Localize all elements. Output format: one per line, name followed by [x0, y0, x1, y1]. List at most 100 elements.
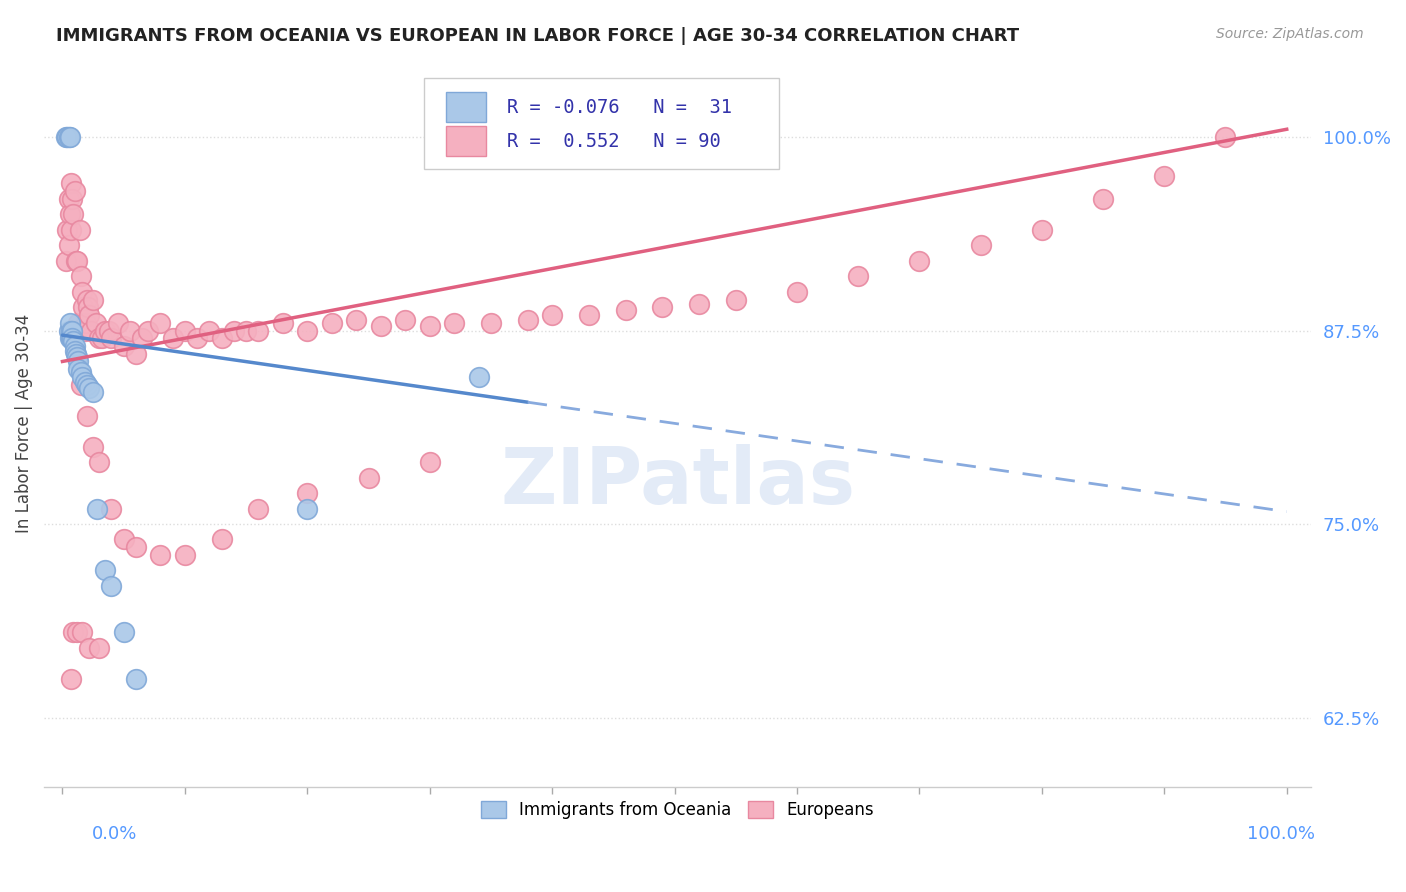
Point	[55, 253, 77, 268]
Point	[969, 238, 991, 252]
Bar	[446, 126, 486, 156]
Point	[1215, 130, 1237, 145]
Point	[63, 324, 86, 338]
Text: ZIPatlas: ZIPatlas	[501, 443, 855, 519]
Point	[118, 324, 141, 338]
Point	[86, 501, 108, 516]
Point	[357, 470, 380, 484]
Text: R =  0.552   N = 90: R = 0.552 N = 90	[506, 132, 720, 152]
Point	[724, 293, 747, 307]
Point	[75, 316, 97, 330]
Point	[541, 308, 564, 322]
Text: IMMIGRANTS FROM OCEANIA VS EUROPEAN IN LABOR FORCE | AGE 30-34 CORRELATION CHART: IMMIGRANTS FROM OCEANIA VS EUROPEAN IN L…	[56, 27, 1019, 45]
Point	[62, 625, 84, 640]
Point	[60, 672, 83, 686]
Point	[297, 486, 319, 500]
Point	[73, 324, 96, 338]
Point	[79, 381, 101, 395]
Point	[211, 331, 233, 345]
Point	[162, 331, 184, 345]
Text: 100.0%: 100.0%	[1247, 825, 1315, 843]
Point	[1153, 169, 1175, 183]
Point	[1031, 223, 1053, 237]
Point	[60, 324, 83, 338]
Point	[443, 316, 465, 330]
Point	[70, 370, 93, 384]
Point	[60, 223, 83, 237]
Text: Source: ZipAtlas.com: Source: ZipAtlas.com	[1216, 27, 1364, 41]
Point	[479, 316, 502, 330]
Point	[76, 409, 98, 423]
Point	[908, 253, 931, 268]
Point	[69, 269, 91, 284]
Point	[58, 324, 80, 338]
Point	[222, 324, 245, 338]
Point	[419, 318, 441, 333]
Point	[125, 672, 148, 686]
Point	[467, 370, 489, 384]
Point	[79, 308, 101, 322]
Point	[125, 540, 148, 554]
Point	[1092, 192, 1115, 206]
Point	[131, 331, 153, 345]
Point	[56, 223, 79, 237]
Point	[60, 331, 83, 345]
Point	[67, 362, 90, 376]
Point	[63, 343, 86, 358]
Point	[846, 269, 869, 284]
Point	[70, 625, 93, 640]
Point	[66, 350, 89, 364]
Point	[82, 293, 104, 307]
Point	[100, 501, 122, 516]
Point	[578, 308, 600, 322]
Point	[94, 564, 117, 578]
Point	[79, 324, 101, 338]
Point	[247, 324, 270, 338]
Point	[174, 324, 197, 338]
Point	[112, 625, 135, 640]
Point	[62, 334, 84, 349]
FancyBboxPatch shape	[425, 78, 779, 169]
Point	[76, 377, 98, 392]
Point	[73, 375, 96, 389]
Point	[72, 300, 94, 314]
Point	[211, 533, 233, 547]
Point	[59, 130, 82, 145]
Point	[58, 238, 80, 252]
Point	[394, 312, 416, 326]
Bar	[446, 92, 486, 122]
Point	[297, 324, 319, 338]
Point	[62, 207, 84, 221]
Point	[59, 207, 82, 221]
Point	[516, 312, 538, 326]
Point	[69, 377, 91, 392]
Point	[688, 297, 710, 311]
Point	[76, 293, 98, 307]
Point	[651, 300, 673, 314]
Point	[60, 324, 83, 338]
Point	[235, 324, 257, 338]
Point	[186, 331, 208, 345]
Point	[66, 625, 89, 640]
Point	[89, 331, 111, 345]
Point	[98, 324, 121, 338]
Point	[136, 324, 159, 338]
Point	[56, 130, 79, 145]
Point	[77, 300, 100, 314]
Point	[100, 331, 122, 345]
Point	[149, 316, 172, 330]
Point	[786, 285, 808, 299]
Point	[84, 316, 107, 330]
Point	[58, 130, 80, 145]
Point	[112, 533, 135, 547]
Point	[321, 316, 343, 330]
Point	[247, 501, 270, 516]
Point	[90, 331, 112, 345]
Point	[60, 177, 83, 191]
Point	[89, 640, 111, 655]
Point	[419, 455, 441, 469]
Point	[174, 548, 197, 562]
Point	[271, 316, 294, 330]
Point	[149, 548, 172, 562]
Legend: Immigrants from Oceania, Europeans: Immigrants from Oceania, Europeans	[474, 795, 882, 826]
